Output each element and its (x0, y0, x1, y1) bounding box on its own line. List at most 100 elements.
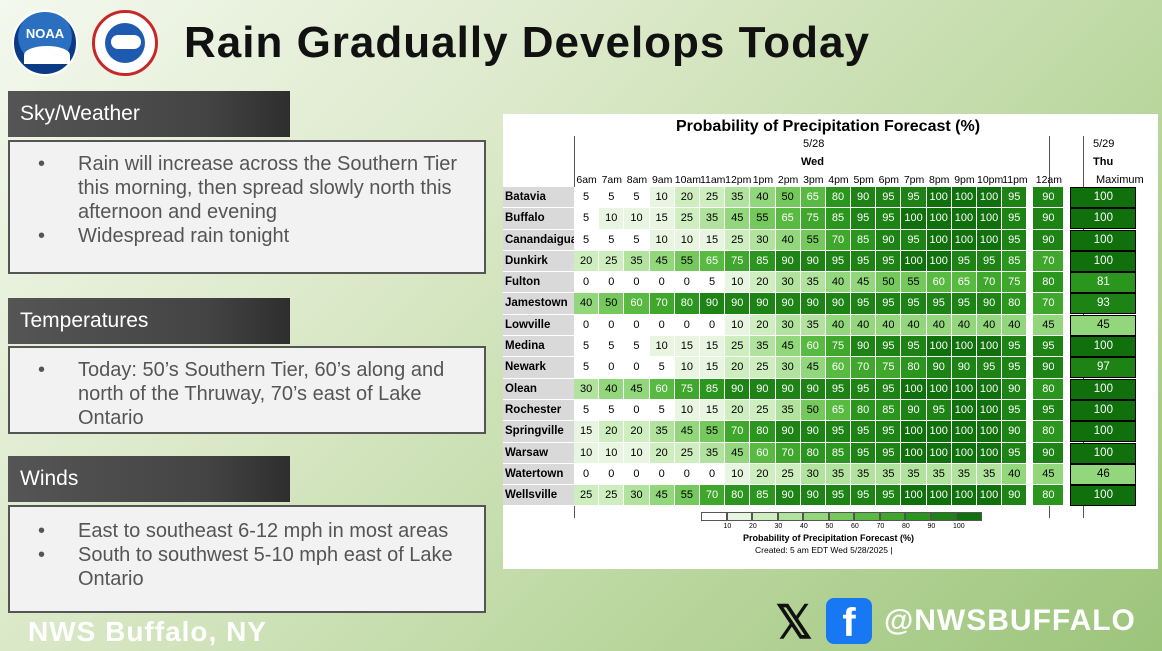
pop-cell: 65 (775, 208, 801, 230)
pop-cell: 100 (951, 378, 977, 400)
pop-cell: 35 (876, 463, 902, 486)
pop-cell: 70 (775, 442, 801, 464)
legend-tick: 10 (723, 523, 732, 530)
pop-cell: 80 (851, 399, 877, 422)
social-handle[interactable]: @NWSBUFFALO (884, 604, 1136, 637)
pop-cell: 95 (901, 187, 927, 209)
pop-cell: 90 (800, 421, 826, 443)
legend-tick: 80 (902, 523, 910, 530)
pop-cell: 5 (574, 229, 600, 251)
pop-cell: 5 (624, 229, 650, 251)
table-row: Springville 15 20 20 35 45 55 70 80 90 90 95 95 95 100… (503, 421, 1137, 443)
pop-cell: 95 (851, 485, 877, 507)
pop-cell: 100 (926, 378, 952, 400)
created-text: Created: 5 am EDT Wed 5/28/2025 | (755, 545, 893, 555)
legend-title: Probability of Precipitation Forecast (%… (743, 533, 915, 543)
table-row: Rochester 5 5 0 5 10 15 20 25 35 50 65 80 85 90 95 100 10… (503, 399, 1137, 422)
pop-cell: 5 (599, 187, 625, 209)
legend-swatch (956, 512, 982, 521)
pop-cell: 90 (926, 357, 952, 379)
pop-cell: 40 (574, 293, 600, 315)
pop-cell: 100 (951, 442, 977, 464)
hour-label: 1pm (752, 174, 774, 186)
pop-cell: 10 (674, 229, 700, 251)
pop-cell: 75 (1002, 272, 1028, 294)
pop-cell: 0 (674, 463, 700, 486)
pop-cell: 95 (876, 442, 902, 464)
pop-cell: 90 (775, 378, 801, 400)
facebook-icon[interactable]: f (826, 598, 872, 645)
pop-cell: 0 (624, 463, 650, 486)
pop-cell: 15 (674, 336, 700, 358)
pop-cell: 25 (674, 442, 700, 464)
pop-cell: 60 (800, 336, 826, 358)
pop-cell: 85 (750, 250, 776, 273)
pop-cell: 100 (977, 442, 1003, 464)
pop-cell: 30 (750, 229, 776, 251)
pop-cell: 95 (1033, 336, 1065, 358)
pop-cell: 95 (825, 421, 852, 443)
hour-label: 6am (576, 174, 597, 186)
pop-cell: 0 (674, 314, 700, 337)
pop-cell: 35 (725, 187, 751, 209)
pop-cell: 0 (599, 314, 625, 337)
hour-label: 9am (651, 174, 673, 186)
pop-cell: 95 (825, 485, 852, 507)
table-row: Lowville 0 0 0 0 0 0 10 20 30 35 40 40 40 40 40 40 40 40 45… (503, 314, 1137, 337)
site-label: Fulton (503, 272, 574, 294)
pop-cell: 95 (1002, 336, 1028, 358)
pop-cell: 65 (699, 250, 726, 273)
pop-cell: 15 (699, 229, 726, 251)
pop-cell: 100 (901, 485, 927, 507)
pop-cell: 0 (574, 272, 600, 294)
pop-cell: 65 (800, 187, 826, 209)
pop-cell: 95 (851, 442, 877, 464)
pop-cell: 75 (800, 208, 826, 230)
pop-cell: 35 (851, 463, 877, 486)
pop-cell: 20 (624, 421, 650, 443)
pop-cell: 100 (951, 421, 977, 443)
pop-cell: 35 (951, 463, 977, 486)
pop-cell: 80 (1033, 421, 1065, 443)
pop-cell: 80 (901, 357, 927, 379)
pop-cell: 60 (825, 357, 852, 379)
site-label: Newark (503, 357, 574, 379)
pop-cell: 75 (674, 378, 700, 400)
hour-label: 12pm (725, 174, 752, 186)
temperatures-header: Temperatures (8, 298, 290, 344)
sky-weather-bullet: Rain will increase across the Southern T… (38, 152, 474, 224)
pop-cell: 0 (599, 463, 625, 486)
sky-weather-box: Rain will increase across the Southern T… (8, 140, 486, 274)
pop-cell: 15 (699, 399, 726, 422)
site-label: Wellsville (503, 485, 574, 507)
chart-title: Probability of Precipitation Forecast (%… (675, 118, 981, 135)
hour-label: 10pm (977, 174, 1004, 186)
pop-cell: 90 (1033, 187, 1065, 209)
pop-cell: 90 (800, 250, 826, 273)
maximum-label: Maximum (1096, 174, 1144, 186)
pop-cell: 40 (876, 314, 902, 337)
pop-cell: 70 (725, 421, 751, 443)
pop-cell: 90 (1033, 229, 1065, 251)
pop-cell: 100 (951, 229, 977, 251)
pop-cell: 95 (1002, 187, 1028, 209)
pop-cell: 45 (725, 442, 751, 464)
pop-cell: 5 (624, 187, 650, 209)
x-icon[interactable]: 𝕏 (775, 596, 813, 648)
pop-cell: 95 (876, 336, 902, 358)
pop-cell: 95 (851, 293, 877, 315)
page-title: Rain Gradually Develops Today (184, 18, 870, 67)
pop-cell: 90 (800, 485, 826, 507)
pop-cell: 85 (825, 208, 852, 230)
legend-tick: 50 (825, 523, 834, 530)
pop-cell: 0 (624, 399, 650, 422)
pop-cell: 90 (876, 229, 902, 251)
pop-cell: 90 (725, 378, 751, 400)
pop-cell: 5 (574, 399, 600, 422)
pop-cell: 0 (599, 357, 625, 379)
site-label: Canandaigua (503, 229, 574, 251)
pop-cell: 10 (725, 272, 751, 294)
pop-cell: 70 (1033, 293, 1065, 315)
pop-cell: 45 (649, 250, 675, 273)
pop-cell: 90 (800, 378, 826, 400)
